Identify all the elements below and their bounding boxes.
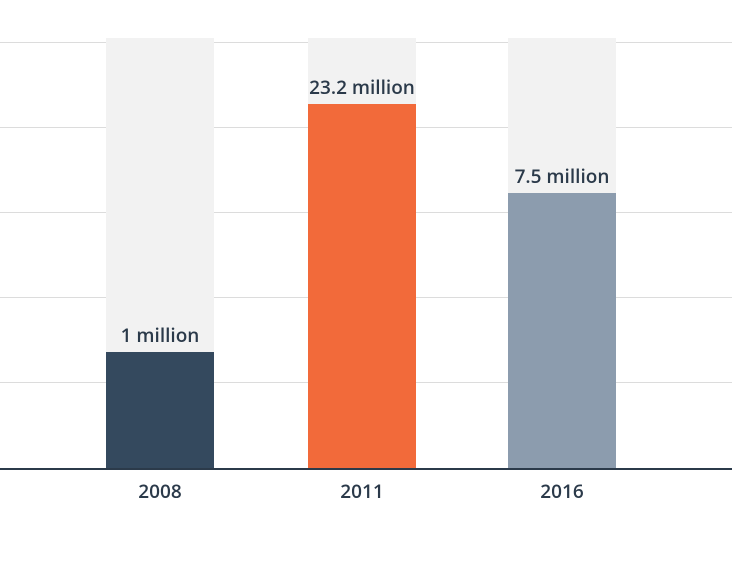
bar-value-label: 1 million: [60, 322, 260, 348]
bar-chart: 1 million 2008 23.2 million 2011 7.5 million…: [0, 0, 732, 581]
x-axis-label: 2008: [100, 478, 220, 504]
bar-value-label: 7.5 million: [462, 163, 662, 189]
bar: [508, 193, 616, 468]
plot-area: [0, 38, 732, 468]
bar-value-label: 23.2 million: [262, 74, 462, 100]
x-axis-label: 2016: [502, 478, 622, 504]
x-axis-baseline: [0, 468, 732, 470]
x-axis-label: 2011: [302, 478, 422, 504]
bar: [308, 104, 416, 468]
bar: [106, 352, 214, 468]
